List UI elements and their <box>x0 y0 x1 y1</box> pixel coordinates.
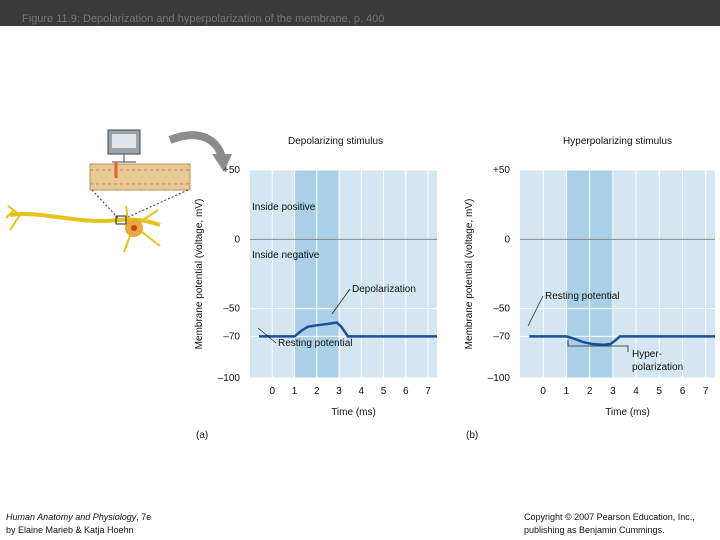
x-tick-label: 7 <box>703 386 709 397</box>
leader-line <box>257 327 277 344</box>
x-axis-label: Time (ms) <box>605 407 650 418</box>
leader-line <box>527 295 544 327</box>
chart: Hyperpolarizing stimulus 0 1 2 3 4 5 6 7 +50 0 –50 –… <box>464 136 715 441</box>
x-tick-label: 2 <box>314 386 320 397</box>
chart-title: Depolarizing stimulus <box>288 136 383 147</box>
book-title: Human Anatomy and Physiology <box>6 512 137 522</box>
annotation: Resting potential <box>278 338 353 349</box>
y-tick-label: +50 <box>223 165 240 176</box>
x-tick-label: 4 <box>633 386 639 397</box>
annotation: Inside negative <box>252 250 320 261</box>
x-tick-label: 3 <box>610 386 616 397</box>
title-bar <box>0 0 720 26</box>
y-tick-label: –100 <box>218 373 241 384</box>
leader-line <box>331 288 351 315</box>
x-tick-label: 2 <box>587 386 593 397</box>
x-tick-label: 0 <box>269 386 275 397</box>
y-axis-label: Membrane potential (voltage, mV) <box>194 199 205 350</box>
x-tick-label: 5 <box>657 386 663 397</box>
annotation: Hyper- <box>632 349 662 360</box>
y-axis-label: Membrane potential (voltage, mV) <box>464 199 475 350</box>
neuron-illustration <box>5 129 232 253</box>
y-tick-label: –70 <box>493 331 510 342</box>
annotation: Depolarization <box>352 284 416 295</box>
chart: Depolarizing stimulus 0 1 2 3 4 5 6 7 +50 0 –50 –70 –… <box>194 136 437 441</box>
y-tick-label: –50 <box>223 304 240 315</box>
chart-title: Hyperpolarizing stimulus <box>563 136 672 147</box>
bracket <box>567 340 629 352</box>
y-tick-label: –100 <box>488 373 511 384</box>
y-tick-label: –70 <box>223 331 240 342</box>
x-tick-label: 0 <box>540 386 546 397</box>
footer-book: Human Anatomy and Physiology, 7e <box>6 512 151 522</box>
footer-copyright: publishing as Benjamin Cummings. <box>524 525 665 535</box>
x-tick-label: 7 <box>425 386 431 397</box>
x-tick-label: 1 <box>292 386 298 397</box>
y-tick-label: 0 <box>234 234 240 245</box>
y-tick-label: –50 <box>493 304 510 315</box>
plot-area <box>520 170 715 378</box>
x-axis-label: Time (ms) <box>331 407 376 418</box>
y-tick-label: +50 <box>493 165 510 176</box>
annotation: Resting potential <box>545 291 620 302</box>
footer-authors: by Elaine Marieb & Katja Hoehn <box>6 525 134 535</box>
x-tick-label: 5 <box>381 386 387 397</box>
line <box>529 335 715 346</box>
x-tick-label: 6 <box>680 386 686 397</box>
annotation: polarization <box>632 362 683 373</box>
x-tick-label: 1 <box>564 386 570 397</box>
x-tick-label: 3 <box>336 386 342 397</box>
slide-title: Figure 11.9: Depolarization and hyperpol… <box>22 13 384 25</box>
annotation: Inside positive <box>252 202 316 213</box>
line <box>258 321 437 338</box>
x-tick-label: 4 <box>359 386 365 397</box>
panel-label: (a) <box>196 430 208 441</box>
y-tick-label: 0 <box>504 234 510 245</box>
footer-copyright: Copyright © 2007 Pearson Education, Inc.… <box>524 512 695 522</box>
panel-label: (b) <box>466 430 478 441</box>
edition: , 7e <box>136 512 151 522</box>
x-tick-label: 6 <box>403 386 409 397</box>
